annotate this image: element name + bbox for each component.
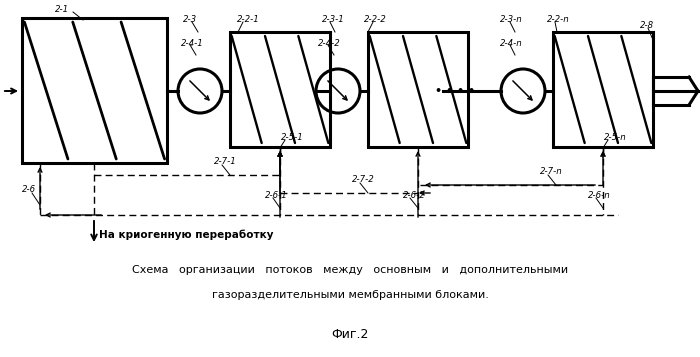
Bar [22, 18, 167, 163]
Bar [553, 32, 653, 147]
Text: 2-7-2: 2-7-2 [352, 176, 375, 185]
Text: 2-3-1: 2-3-1 [322, 15, 344, 25]
Text: 2-4-1: 2-4-1 [181, 39, 204, 47]
Text: 2-7-1: 2-7-1 [214, 157, 237, 166]
Text: 2-2-1: 2-2-1 [237, 15, 260, 25]
Text: 2-3: 2-3 [183, 15, 197, 25]
Text: 2-6-n: 2-6-n [588, 191, 610, 200]
Text: 2-6-1: 2-6-1 [265, 191, 288, 200]
Text: 2-4-2: 2-4-2 [318, 39, 341, 47]
Text: 2-3-n: 2-3-n [500, 15, 523, 25]
Text: На криогенную переработку: На криогенную переработку [99, 230, 274, 240]
Text: газоразделительными мембранными блоками.: газоразделительными мембранными блоками. [211, 290, 489, 300]
Text: Фиг.2: Фиг.2 [331, 328, 369, 342]
Bar [230, 32, 330, 147]
Text: 2-2-2: 2-2-2 [364, 15, 386, 25]
Bar [368, 32, 468, 147]
Text: 2-5-1: 2-5-1 [281, 132, 304, 141]
Text: Схема   организации   потоков   между   основным   и   дополнительными: Схема организации потоков между основным… [132, 265, 568, 275]
Text: 2-5-n: 2-5-n [604, 132, 626, 141]
Text: 2-6-2: 2-6-2 [403, 191, 426, 200]
Text: 2-6: 2-6 [22, 186, 36, 195]
Text: 2-8: 2-8 [640, 21, 654, 30]
Text: 2-7-n: 2-7-n [540, 167, 563, 176]
Text: 2-2-n: 2-2-n [547, 15, 570, 25]
Text: • • • •: • • • • [435, 86, 475, 96]
Text: 2-4-n: 2-4-n [500, 39, 523, 47]
Text: 2-1: 2-1 [55, 5, 69, 15]
